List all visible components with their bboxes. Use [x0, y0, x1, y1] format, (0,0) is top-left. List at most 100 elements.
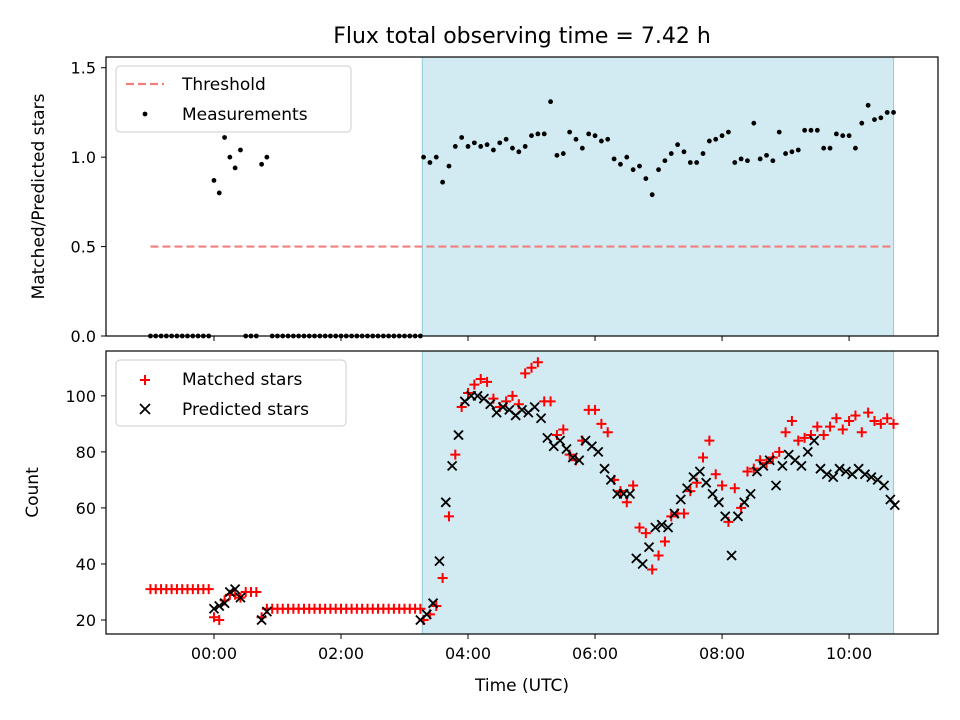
predicted-star-marker — [701, 477, 712, 488]
matched-star-marker — [450, 449, 461, 460]
legend-box — [115, 359, 347, 427]
matched-star-marker — [812, 421, 823, 432]
legend-predicted-label: Predicted stars — [182, 400, 309, 420]
measurement-point — [554, 152, 560, 158]
matched-star-marker — [704, 435, 715, 446]
measurement-point — [827, 145, 833, 151]
matched-star-marker — [729, 483, 740, 494]
predicted-star-marker — [485, 399, 496, 410]
measurement-point — [216, 190, 222, 196]
measurement-point — [802, 127, 808, 133]
predicted-star-marker — [840, 466, 852, 477]
measurement-point — [891, 110, 896, 115]
matched-star-marker — [507, 390, 518, 401]
measurement-point — [878, 115, 884, 121]
predicted-star-marker — [828, 471, 839, 483]
measurement-point — [808, 127, 814, 133]
measurement-point — [579, 145, 585, 151]
measurement-point — [846, 133, 852, 139]
matched-star-marker — [415, 603, 426, 614]
matched-star-marker — [850, 410, 861, 421]
matched-star-marker — [558, 424, 569, 435]
measurement-point — [497, 140, 503, 146]
legend: Threshold Measurements — [115, 65, 352, 133]
predicted-star-marker — [669, 508, 680, 519]
measurement-point — [783, 151, 788, 156]
measurement-point — [238, 147, 243, 153]
measurement-point — [643, 176, 649, 182]
measurement-point — [719, 133, 725, 139]
predicted-star-marker — [675, 494, 686, 505]
measurement-point — [516, 149, 522, 155]
predicted-star-marker — [567, 452, 578, 463]
predicted-star-marker — [802, 446, 813, 458]
matched-star-marker — [621, 497, 632, 508]
measurement-point — [726, 129, 731, 135]
predicted-star-marker — [694, 466, 705, 477]
matched-star-marker — [628, 480, 639, 491]
predicted-star-marker — [643, 542, 655, 553]
legend-measurement-swatch — [142, 111, 148, 117]
matched-star-marker — [856, 427, 867, 438]
measurement-point — [751, 120, 757, 126]
legend-matched-label: Matched stars — [182, 370, 302, 390]
measurement-point — [567, 129, 573, 135]
predicted-star-marker — [889, 499, 900, 511]
measurement-point — [227, 154, 233, 160]
x-axis-label: Time (UTC) — [474, 676, 569, 696]
predicted-star-marker — [214, 600, 225, 612]
matched-star-marker — [698, 452, 709, 463]
x-tick-label: 04:00 — [445, 644, 491, 663]
matched-star-marker — [799, 432, 810, 443]
matched-star-marker — [520, 368, 531, 379]
measurement-point — [529, 133, 534, 139]
matched-star-marker — [710, 469, 721, 480]
measurement-point — [522, 144, 528, 149]
matched-star-marker — [590, 404, 601, 415]
measurement-point — [548, 99, 553, 105]
measurement-point — [259, 161, 265, 167]
measurement-point — [592, 133, 598, 139]
matched-star-marker — [837, 424, 848, 435]
predicted-star-marker — [866, 471, 877, 483]
matched-star-marker — [717, 480, 728, 491]
predicted-star-marker — [554, 435, 566, 446]
matched-star-marker — [647, 564, 658, 575]
measurement-point — [776, 129, 782, 135]
measurement-point — [668, 151, 674, 156]
legend-measurement-label: Measurements — [182, 105, 308, 125]
measurement-point — [694, 160, 700, 165]
y-tick-label: 80 — [76, 443, 96, 462]
measurement-point — [630, 167, 636, 173]
y-tick-label: 1.0 — [71, 148, 96, 167]
matched-star-marker — [208, 612, 219, 623]
matched-star-marker — [532, 357, 543, 368]
legend-threshold-label: Threshold — [181, 75, 266, 95]
chart-title: Flux total observing time = 7.42 h — [333, 24, 711, 49]
matched-star-marker — [844, 416, 855, 427]
x-tick-label: 00:00 — [191, 644, 237, 663]
measurement-point — [732, 160, 738, 165]
measurement-point — [789, 149, 795, 155]
matched-star-marker — [786, 416, 797, 427]
matched-star-marker — [640, 528, 651, 539]
y-axis-label: Count — [23, 467, 43, 518]
matched-star-marker — [742, 466, 753, 477]
measurement-point — [770, 158, 776, 164]
measurement-point — [211, 178, 217, 183]
matched-star-marker — [818, 430, 829, 441]
matched-star-marker — [659, 536, 670, 547]
predicted-star-marker — [447, 460, 458, 472]
predicted-star-marker — [599, 463, 610, 474]
measurement-point — [618, 161, 623, 167]
measurement-point — [687, 160, 693, 165]
measurement-point — [814, 127, 820, 133]
matched-star-marker — [863, 407, 874, 418]
measurement-point — [624, 154, 630, 160]
predicted-star-marker — [726, 550, 737, 561]
predicted-star-marker — [707, 488, 718, 500]
predicted-star-marker — [650, 522, 661, 533]
predicted-star-marker — [208, 603, 220, 614]
y-tick-label: 0.0 — [71, 327, 96, 346]
measurement-point — [764, 152, 769, 158]
